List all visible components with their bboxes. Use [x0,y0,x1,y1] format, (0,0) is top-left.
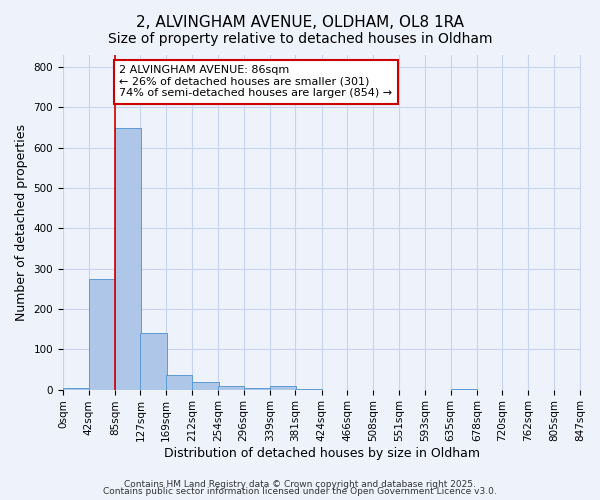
Bar [89,278,115,390]
Text: Size of property relative to detached houses in Oldham: Size of property relative to detached ho… [108,32,492,46]
Bar [140,333,167,390]
Bar [244,388,270,390]
Bar [451,389,477,390]
Bar [295,389,322,390]
X-axis label: Distribution of detached houses by size in Oldham: Distribution of detached houses by size … [164,447,480,460]
Text: 2 ALVINGHAM AVENUE: 86sqm
← 26% of detached houses are smaller (301)
74% of semi: 2 ALVINGHAM AVENUE: 86sqm ← 26% of detac… [119,65,392,98]
Text: Contains public sector information licensed under the Open Government Licence v3: Contains public sector information licen… [103,487,497,496]
Bar [166,374,193,390]
Bar [270,386,296,390]
Bar [63,388,89,390]
Text: 2, ALVINGHAM AVENUE, OLDHAM, OL8 1RA: 2, ALVINGHAM AVENUE, OLDHAM, OL8 1RA [136,15,464,30]
Y-axis label: Number of detached properties: Number of detached properties [15,124,28,321]
Bar [193,382,218,390]
Text: Contains HM Land Registry data © Crown copyright and database right 2025.: Contains HM Land Registry data © Crown c… [124,480,476,489]
Bar [218,386,244,390]
Bar [115,128,141,390]
